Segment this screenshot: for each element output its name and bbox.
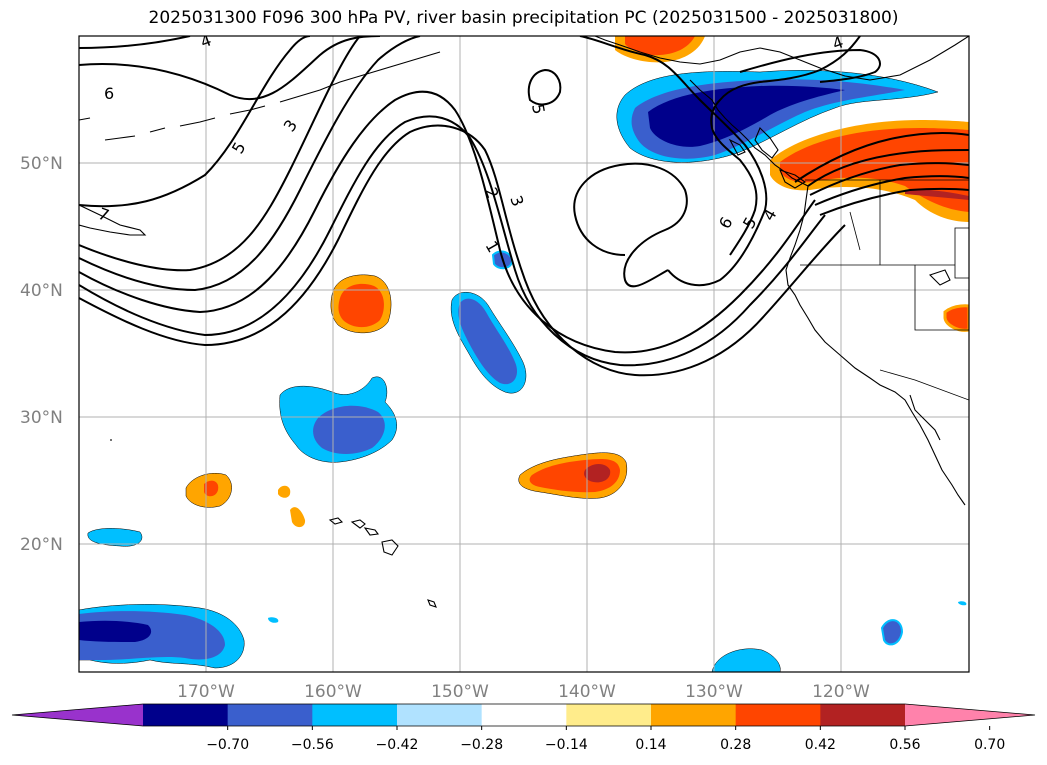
pv-label: 3 (280, 116, 301, 135)
colorbar-tick-label: 0.70 (974, 737, 1005, 753)
colorbar-segment (651, 704, 737, 726)
lat-label-50n: 50°N (20, 154, 63, 174)
pv-label: 6 (715, 214, 737, 232)
pv-label: 6 (104, 84, 114, 103)
pv-label: 4 (198, 30, 214, 51)
lon-label-140w: 140°W (558, 682, 616, 702)
pv-label: 5 (528, 102, 548, 115)
colorbar-tick-label: −0.56 (291, 737, 334, 753)
colorbar-segment (312, 704, 398, 726)
colorbar-tick-label: −0.14 (545, 737, 588, 753)
coastlines (79, 36, 969, 608)
pv-label: 3 (506, 193, 527, 209)
colorbar-segment (227, 704, 313, 726)
map-area: 4 6 5 3 7 2 3 1 5 4 6 5 4 (79, 30, 969, 672)
pv-label: 5 (228, 139, 250, 157)
colorbar-tick-label: 0.42 (805, 737, 836, 753)
lon-label-150w: 150°W (431, 682, 489, 702)
map-frame (78, 35, 970, 673)
colorbar-outline (11, 703, 1036, 727)
lat-label-40n: 40°N (20, 281, 63, 301)
pv-contours (79, 36, 969, 377)
colorbar-tick-label: 0.28 (720, 737, 751, 753)
colorbar-tick-label: 0.14 (635, 737, 666, 753)
latitude-labels: 50°N 40°N 30°N 20°N (20, 154, 63, 555)
colorbar: −0.70 −0.56 −0.42 −0.28 −0.14 0.14 0.28 0.42 0.5… (11, 703, 1036, 753)
colorbar-extend-min (12, 704, 143, 726)
precip-anomalies (79, 36, 969, 672)
lat-label-30n: 30°N (20, 408, 63, 428)
colorbar-segment (397, 704, 483, 726)
lon-label-130w: 130°W (685, 682, 743, 702)
pv-label: 4 (830, 32, 846, 53)
colorbar-tick-label: −0.28 (460, 737, 503, 753)
pv-label: 4 (759, 206, 781, 224)
lat-label-20n: 20°N (20, 535, 63, 555)
colorbar-segment (481, 704, 567, 726)
colorbar-tick-label: 0.56 (889, 737, 920, 753)
colorbar-extend-max (905, 704, 1035, 726)
map-title: 2025031300 F096 300 hPa PV, river basin … (148, 8, 899, 28)
colorbar-segment (735, 704, 821, 726)
colorbar-tick-label: −0.70 (206, 737, 249, 753)
colorbar-segment (566, 704, 652, 726)
colorbar-segment (820, 704, 906, 726)
graticule (79, 36, 969, 672)
lon-label-120w: 120°W (812, 682, 870, 702)
colorbar-segment (143, 704, 229, 726)
lon-label-160w: 160°W (304, 682, 362, 702)
longitude-labels: 170°W 160°W 150°W 140°W 130°W 120°W (177, 682, 870, 702)
colorbar-tick-label: −0.42 (376, 737, 419, 753)
lon-label-170w: 170°W (177, 682, 235, 702)
